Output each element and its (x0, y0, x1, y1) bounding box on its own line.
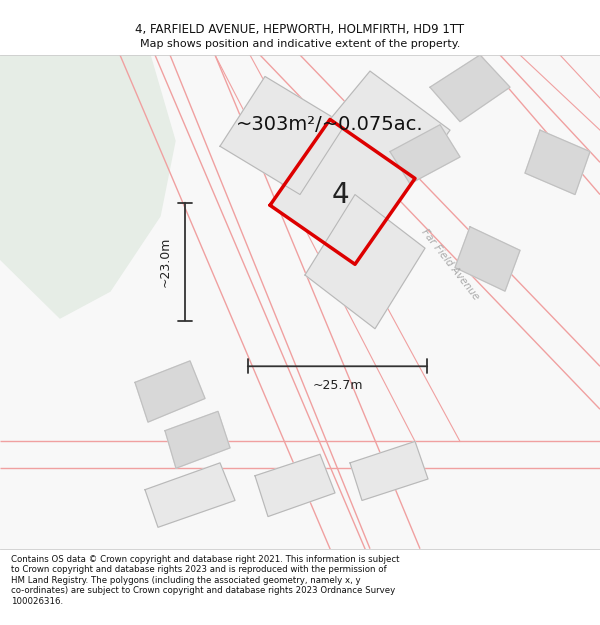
Polygon shape (525, 130, 590, 194)
Text: 4: 4 (331, 181, 349, 209)
Text: ~25.7m: ~25.7m (312, 379, 363, 392)
Polygon shape (270, 119, 415, 264)
Polygon shape (0, 55, 175, 318)
Polygon shape (330, 71, 450, 179)
Text: Map shows position and indicative extent of the property.: Map shows position and indicative extent… (140, 39, 460, 49)
Text: Far Field Avenue: Far Field Avenue (419, 227, 481, 302)
Text: ~23.0m: ~23.0m (158, 236, 172, 287)
Polygon shape (350, 441, 428, 501)
Polygon shape (255, 454, 335, 516)
Polygon shape (455, 227, 520, 291)
Polygon shape (220, 76, 345, 194)
Polygon shape (145, 463, 235, 528)
Polygon shape (390, 125, 460, 184)
Text: 4, FARFIELD AVENUE, HEPWORTH, HOLMFIRTH, HD9 1TT: 4, FARFIELD AVENUE, HEPWORTH, HOLMFIRTH,… (136, 24, 464, 36)
Polygon shape (0, 55, 600, 549)
Polygon shape (165, 411, 230, 468)
Polygon shape (430, 55, 510, 121)
Text: ~303m²/~0.075ac.: ~303m²/~0.075ac. (236, 115, 424, 134)
Polygon shape (135, 361, 205, 422)
Text: Contains OS data © Crown copyright and database right 2021. This information is : Contains OS data © Crown copyright and d… (11, 555, 400, 606)
Polygon shape (305, 194, 425, 329)
